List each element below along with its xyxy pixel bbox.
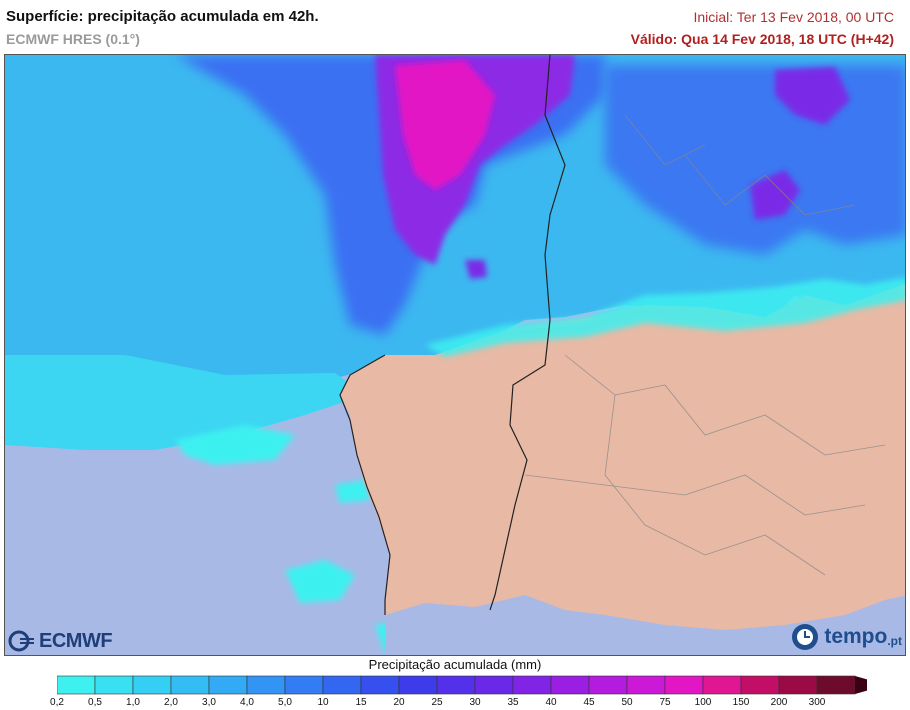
legend-swatch bbox=[322, 675, 362, 695]
legend-tick-label: 300 bbox=[808, 697, 826, 708]
legend-tick-label: 3,0 bbox=[202, 697, 216, 708]
legend-tick-label: 20 bbox=[393, 697, 405, 708]
map-title: Superfície: precipitação acumulada em 42… bbox=[6, 8, 319, 25]
legend-tick-label: 0,2 bbox=[50, 697, 64, 708]
legend-swatch bbox=[170, 675, 210, 695]
legend-tick-label: 50 bbox=[621, 697, 633, 708]
legend-swatch bbox=[740, 675, 780, 695]
map-canvas bbox=[5, 55, 905, 655]
national-borders bbox=[339, 55, 566, 615]
gulf-cadiz-sea bbox=[385, 595, 905, 655]
legend-tick-label: 45 bbox=[583, 697, 595, 708]
precipitation-map bbox=[4, 54, 906, 656]
legend-swatch bbox=[778, 675, 818, 695]
legend-swatch bbox=[57, 675, 96, 695]
tempo-logo-text: tempo bbox=[824, 625, 888, 648]
ecmwf-logo-text: ECMWF bbox=[39, 629, 113, 652]
tempo-emblem-icon bbox=[792, 624, 819, 650]
iberia-land bbox=[340, 283, 905, 655]
legend-tick-label: 4,0 bbox=[240, 697, 254, 708]
legend-tick-label: 1,0 bbox=[126, 697, 140, 708]
legend-swatch bbox=[398, 675, 438, 695]
model-subtitle: ECMWF HRES (0.1°) bbox=[6, 31, 140, 47]
legend-title: Precipitação acumulada (mm) bbox=[368, 657, 542, 672]
legend-tick-label: 10 bbox=[317, 697, 329, 708]
run-initial-time: Inicial: Ter 13 Fev 2018, 00 UTC bbox=[693, 9, 894, 25]
legend-swatch bbox=[588, 675, 628, 695]
legend-swatch bbox=[512, 675, 552, 695]
legend-tick-label: 30 bbox=[469, 697, 481, 708]
legend-overflow-arrow bbox=[855, 676, 867, 694]
legend-swatch bbox=[436, 675, 476, 695]
run-valid-time: Válido: Qua 14 Fev 2018, 18 UTC (H+42) bbox=[630, 31, 894, 47]
legend-swatch bbox=[664, 675, 704, 695]
legend-tick-label: 2,0 bbox=[164, 697, 178, 708]
legend-swatch bbox=[816, 675, 856, 695]
tempo-logo-domain: .pt bbox=[887, 634, 902, 648]
legend-swatch bbox=[284, 675, 324, 695]
legend-swatch bbox=[208, 675, 248, 695]
legend-tick-label: 0,5 bbox=[88, 697, 102, 708]
legend-swatch bbox=[246, 675, 286, 695]
legend-swatch bbox=[550, 675, 590, 695]
legend-tick-label: 35 bbox=[507, 697, 519, 708]
ecmwf-emblem-icon bbox=[8, 630, 34, 652]
precip-low-belt bbox=[5, 355, 365, 450]
legend-tick-label: 75 bbox=[659, 697, 671, 708]
legend-swatch bbox=[626, 675, 666, 695]
regional-borders bbox=[524, 114, 886, 576]
legend-tick-label: 200 bbox=[770, 697, 788, 708]
legend-swatch bbox=[474, 675, 514, 695]
precip-cyan-coast bbox=[425, 277, 905, 357]
precip-max-core bbox=[395, 60, 495, 190]
legend-swatch bbox=[132, 675, 172, 695]
legend-swatch bbox=[360, 675, 400, 695]
header: Superfície: precipitação acumulada em 42… bbox=[0, 0, 910, 54]
legend-tick-label: 25 bbox=[431, 697, 443, 708]
legend-tick-label: 100 bbox=[694, 697, 712, 708]
legend-tick-label: 15 bbox=[355, 697, 367, 708]
tempo-logo: tempo .pt bbox=[790, 621, 902, 653]
precip-heavy-pyrenees bbox=[465, 67, 850, 279]
legend-swatch bbox=[94, 675, 134, 695]
precip-low-patches bbox=[175, 415, 905, 653]
legend-tick-label: 40 bbox=[545, 697, 557, 708]
legend-swatch bbox=[702, 675, 742, 695]
ecmwf-logo: ECMWF bbox=[8, 628, 113, 654]
legend-tick-label: 150 bbox=[732, 697, 750, 708]
legend-tick-label: 5,0 bbox=[278, 697, 292, 708]
precipitation-legend bbox=[57, 675, 867, 695]
